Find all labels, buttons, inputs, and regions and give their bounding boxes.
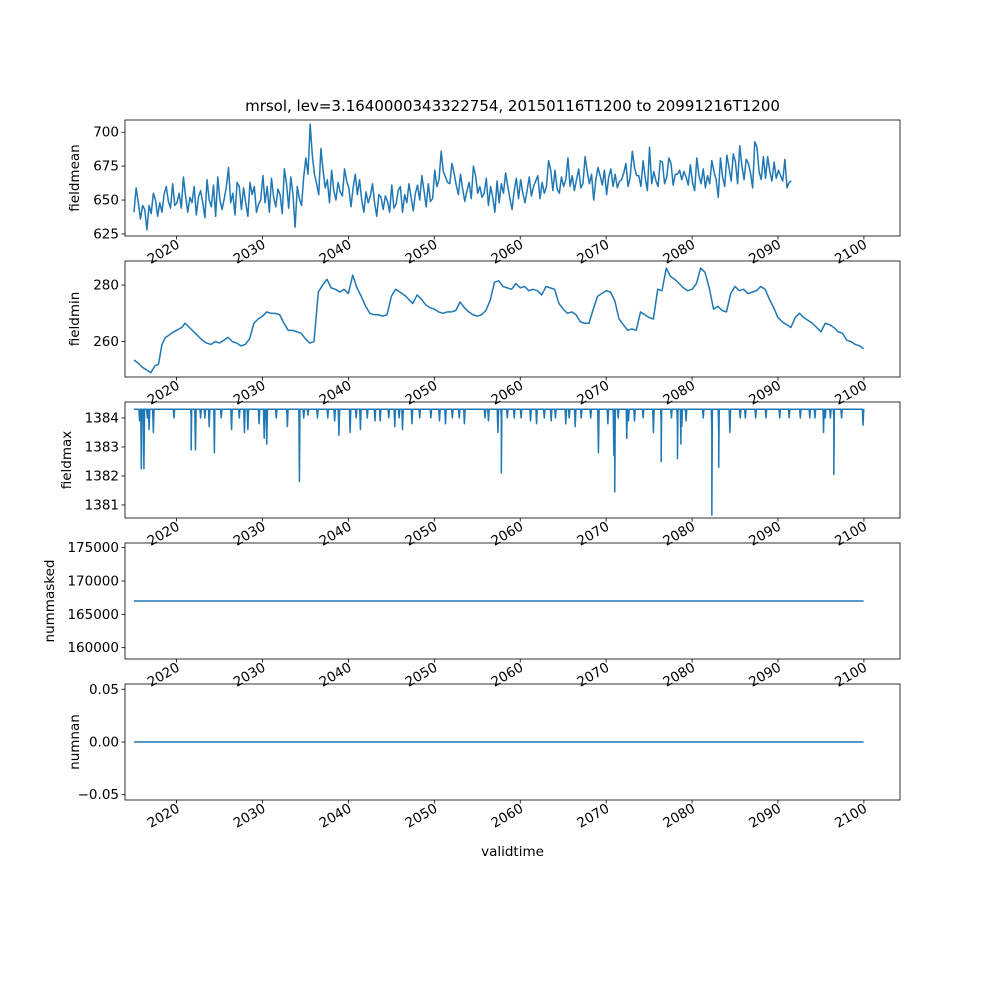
y-tick-label: 260 bbox=[93, 334, 119, 350]
y-axis-label: numnan bbox=[67, 714, 83, 770]
y-tick-label: 280 bbox=[93, 278, 119, 294]
y-tick-label: 175000 bbox=[67, 540, 119, 556]
series-line-fieldmin bbox=[133, 267, 865, 374]
series-line-fieldmax bbox=[133, 408, 865, 516]
y-tick-label: −0.05 bbox=[78, 787, 119, 803]
y-axis-label: fieldmax bbox=[59, 431, 75, 490]
axes-frame bbox=[124, 401, 901, 519]
y-tick-label: 0.05 bbox=[89, 682, 119, 698]
y-axis-label: fieldmean bbox=[67, 144, 83, 211]
y-tick-label: 160000 bbox=[67, 640, 119, 656]
x-axis-label: validtime bbox=[481, 844, 544, 860]
y-tick-label: 1383 bbox=[85, 439, 119, 455]
axes-frame bbox=[124, 260, 901, 378]
axes-frame bbox=[124, 542, 901, 660]
y-tick-label: 1381 bbox=[85, 497, 119, 513]
y-axis-label: fieldmin bbox=[67, 292, 83, 347]
y-tick-label: 625 bbox=[93, 226, 119, 242]
y-tick-label: 650 bbox=[93, 193, 119, 209]
y-tick-label: 700 bbox=[93, 125, 119, 141]
y-axis-label: nummasked bbox=[42, 560, 58, 643]
y-tick-label: 675 bbox=[93, 159, 119, 175]
y-tick-label: 1382 bbox=[85, 468, 119, 484]
y-tick-label: 1384 bbox=[85, 410, 119, 426]
y-tick-label: 0.00 bbox=[89, 735, 119, 751]
axes-frame bbox=[124, 119, 901, 237]
y-tick-label: 165000 bbox=[67, 607, 119, 623]
y-tick-label: 170000 bbox=[67, 574, 119, 590]
series-line-fieldmean bbox=[133, 123, 792, 231]
chart-title: mrsol, lev=3.1640000343322754, 20150116T… bbox=[245, 97, 780, 115]
